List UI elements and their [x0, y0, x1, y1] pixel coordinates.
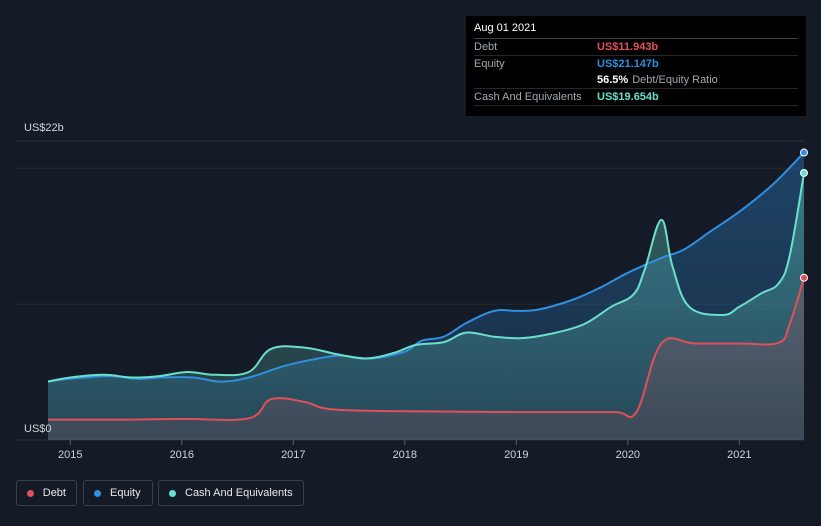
cash-dot-icon [169, 489, 176, 497]
y-axis-bottom-label: US$0 [24, 423, 52, 435]
debt-line [47, 277, 805, 421]
tooltip-cash-row: Cash And Equivalents US$19.654b [474, 89, 798, 106]
x-tick-label: 2016 [170, 449, 194, 461]
equity-line [47, 151, 805, 383]
debt-area [48, 277, 804, 440]
tooltip-debt-label: Debt [474, 41, 498, 53]
equity-dot-icon [94, 489, 101, 497]
legend-equity-label: Equity [110, 487, 141, 499]
cash-area [48, 172, 804, 440]
legend-equity-button[interactable]: Equity [83, 480, 153, 506]
x-tick-label: 2015 [58, 449, 82, 461]
cash-line [47, 172, 805, 383]
x-tick-label: 2020 [616, 449, 640, 461]
debt-dot-icon [27, 489, 34, 497]
tooltip-ratio-value: 56.5% [597, 74, 629, 86]
x-tick-label: 2017 [281, 449, 305, 461]
tooltip-debt-row: Debt US$11.943b [474, 39, 798, 56]
y-axis-top-label: US$22b [24, 122, 64, 134]
x-tick-label: 2019 [504, 449, 528, 461]
x-tick-label: 2021 [727, 449, 751, 461]
tooltip-ratio-label: Debt/Equity Ratio [632, 74, 718, 86]
cash-end-point [800, 168, 808, 177]
legend-cash-button[interactable]: Cash And Equivalents [158, 480, 304, 506]
tooltip-equity-value: US$21.147b [597, 58, 659, 70]
tooltip-debt-value: US$11.943b [597, 41, 659, 53]
tooltip-cash-value: US$19.654b [597, 91, 659, 103]
x-tick-label: 2018 [393, 449, 417, 461]
tooltip-equity-row: Equity US$21.147b [474, 56, 798, 72]
tooltip-ratio-row: 56.5% Debt/Equity Ratio [474, 72, 798, 89]
debt-end-point [800, 273, 808, 282]
legend-debt-button[interactable]: Debt [16, 480, 77, 506]
legend-debt-label: Debt [42, 487, 66, 499]
legend-cash-label: Cash And Equivalents [185, 487, 293, 499]
tooltip-cash-label: Cash And Equivalents [474, 91, 582, 103]
tooltip-date: Aug 01 2021 [474, 22, 798, 39]
tooltip-panel: Aug 01 2021 Debt US$11.943b Equity US$21… [466, 16, 806, 116]
tooltip-equity-label: Equity [474, 58, 505, 70]
equity-end-point [800, 148, 808, 157]
